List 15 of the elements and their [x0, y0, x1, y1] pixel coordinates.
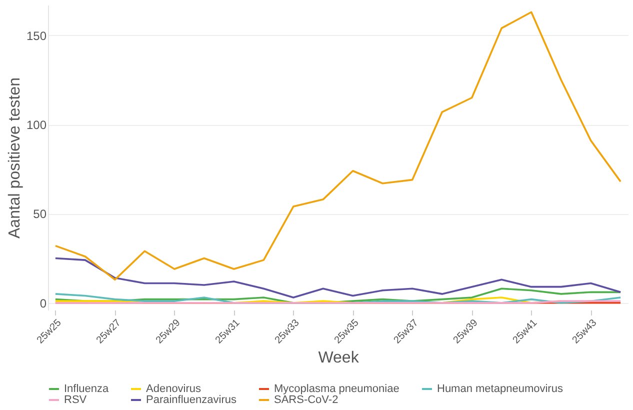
legend-label: Parainfluenzavirus — [146, 394, 237, 406]
line-series — [54, 257, 622, 298]
legend-label: Influenza — [64, 383, 110, 395]
y-tick-label: 100 — [26, 118, 47, 132]
line-series — [54, 11, 622, 281]
y-axis-title: Aantal positieve testen — [6, 78, 24, 238]
x-axis-title: Week — [318, 349, 360, 366]
y-tick-label: 50 — [33, 207, 47, 222]
legend-label: Human metapneumovirus — [437, 383, 564, 395]
legend-label: RSV — [64, 394, 88, 406]
legend-label: Adenovirus — [146, 383, 202, 395]
y-tick-label: 0 — [40, 296, 47, 310]
legend-label: Mycoplasma pneumoniae — [274, 383, 400, 395]
y-tick-label: 150 — [26, 28, 47, 43]
legend-label: SARS-CoV-2 — [274, 394, 338, 406]
